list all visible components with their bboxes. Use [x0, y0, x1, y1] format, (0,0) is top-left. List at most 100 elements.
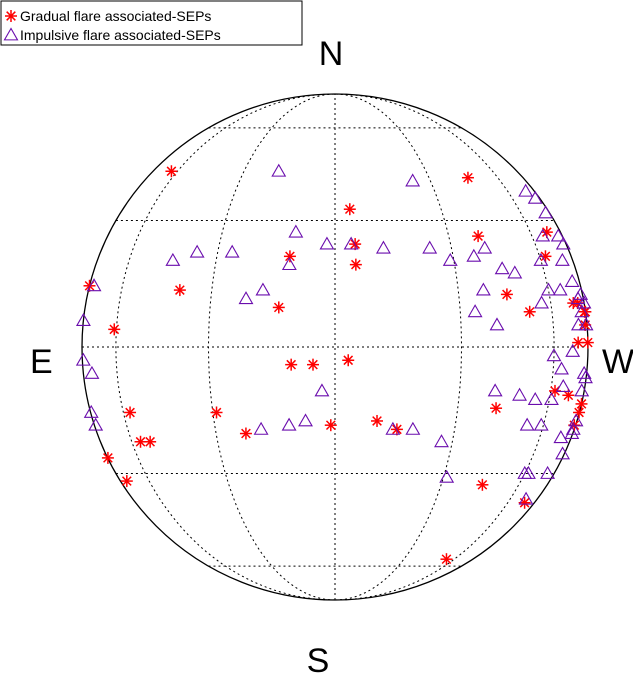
impulsive-sep-point — [512, 387, 528, 401]
gradual-sep-point — [210, 406, 223, 419]
legend-label-gradual: Gradual flare associated-SEPs — [20, 8, 211, 24]
south-label: S — [307, 642, 330, 676]
impulsive-sep-point — [552, 282, 568, 296]
gradual-sep-point — [165, 165, 178, 178]
impulsive-sep-point — [564, 273, 580, 287]
gradual-sep-point — [324, 419, 337, 432]
impulsive-sep-point — [507, 265, 523, 279]
impulsive-sep-point — [570, 291, 586, 305]
gradual-sep-point — [490, 402, 503, 415]
legend-marker-gradual — [5, 10, 17, 22]
gradual-sep-point — [461, 171, 474, 184]
impulsive-sep-point — [434, 434, 449, 448]
impulsive-sep-point — [538, 205, 554, 219]
impulsive-sep-point — [83, 404, 99, 418]
gradual-sep-point — [440, 553, 453, 566]
impulsive-sep-point — [555, 236, 571, 250]
impulsive-sep-point — [518, 183, 534, 197]
impulsive-sep-point — [568, 413, 584, 427]
gradual-sep-point — [472, 230, 485, 243]
impulsive-sep-point — [467, 304, 483, 318]
impulsive-sep-point — [466, 248, 482, 262]
impulsive-sep-point — [319, 236, 335, 250]
impulsive-sep-point — [535, 228, 551, 242]
impulsive-sep-point — [554, 361, 569, 375]
impulsive-sep-point — [477, 240, 493, 254]
impulsive-sep-point — [224, 244, 240, 258]
gradual-sep-point — [572, 336, 585, 349]
gradual-sep-point — [476, 478, 489, 491]
impulsive-sep-point — [75, 312, 91, 326]
impulsive-sep-point — [343, 236, 359, 250]
gradual-sep-point — [124, 406, 137, 419]
gradual-sep-point — [108, 323, 121, 336]
gradual-sep-point — [581, 336, 594, 349]
legend-label-impulsive: Impulsive flare associated-SEPs — [20, 27, 221, 43]
impulsive-sep-point — [574, 304, 590, 318]
impulsive-sep-point — [576, 295, 592, 309]
gradual-sep-point — [144, 435, 157, 448]
impulsive-sep-point — [555, 378, 571, 393]
impulsive-sep-point — [75, 352, 91, 366]
impulsive-sep-point — [422, 240, 438, 254]
impulsive-sep-point — [574, 383, 590, 397]
gradual-sep-point — [120, 475, 133, 488]
impulsive-sep-point — [385, 421, 401, 435]
impulsive-sep-point — [84, 365, 100, 379]
impulsive-sep-point — [518, 491, 534, 505]
impulsive-sep-point — [554, 252, 570, 266]
gradual-sep-point — [307, 358, 320, 371]
impulsive-sep-point — [88, 417, 104, 431]
impulsive-sep-point — [543, 391, 559, 406]
impulsive-sep-point — [527, 391, 543, 406]
legend-marker-impulsive — [3, 27, 19, 41]
gradual-sep-point — [500, 288, 513, 301]
impulsive-sep-point — [405, 173, 421, 187]
impulsive-sep-point — [541, 282, 556, 296]
gradual-sep-point — [342, 354, 355, 367]
gradual-sep-point — [283, 250, 296, 263]
gradual-sep-point — [523, 305, 536, 318]
impulsive-sep-point — [578, 370, 593, 384]
impulsive-sep-point — [475, 282, 491, 296]
gradual-sep-point — [239, 427, 252, 440]
meridian-line — [334, 93, 463, 601]
impulsive-sep-point — [521, 465, 536, 479]
impulsive-sep-point — [578, 317, 594, 331]
impulsive-sep-point — [288, 224, 304, 238]
impulsive-sep-point — [540, 465, 556, 479]
impulsive-sep-point — [571, 317, 586, 331]
impulsive-sep-point — [576, 365, 592, 379]
impulsive-sep-point — [271, 163, 287, 177]
impulsive-sep-point — [189, 244, 205, 258]
impulsive-sep-point — [442, 252, 458, 266]
impulsive-sep-point — [550, 228, 566, 242]
impulsive-sep-point — [375, 240, 391, 254]
impulsive-sep-point — [281, 257, 297, 271]
impulsive-sep-point — [165, 252, 181, 266]
legend-asterisk-icon — [5, 10, 17, 22]
impulsive-sep-point — [533, 417, 549, 431]
impulsive-sep-point — [534, 295, 550, 309]
gradual-sep-point — [272, 301, 285, 314]
impulsive-sep-point — [253, 421, 269, 435]
impulsive-sep-point — [281, 417, 297, 431]
impulsive-sep-point — [546, 348, 562, 362]
impulsive-sep-point — [255, 282, 271, 296]
impulsive-sep-point — [298, 413, 313, 427]
west-label: W — [602, 343, 633, 381]
impulsive-sep-point — [527, 190, 543, 204]
impulsive-sep-point — [494, 261, 510, 275]
gradual-sep-point — [101, 451, 114, 464]
impulsive-sep-point — [405, 421, 421, 435]
impulsive-sep-point — [489, 317, 505, 331]
impulsive-sep-point — [519, 417, 535, 431]
impulsive-sep-point — [439, 469, 455, 483]
gradual-sep-point — [349, 258, 362, 271]
legend: Gradual flare associated-SEPs Impulsive … — [0, 0, 303, 46]
impulsive-sep-point — [314, 383, 330, 397]
impulsive-sep-point — [487, 383, 503, 397]
impulsive-sep-point — [238, 291, 254, 305]
disk-grid — [82, 93, 588, 601]
